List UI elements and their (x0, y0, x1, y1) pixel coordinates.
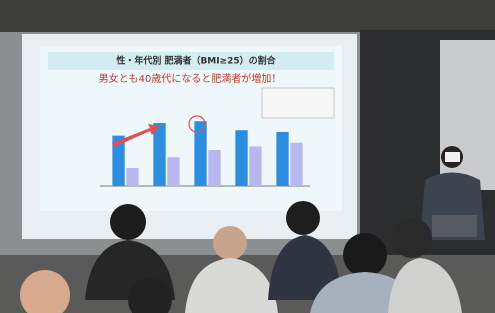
audience-head (343, 233, 387, 277)
audience-head (286, 201, 320, 235)
ceiling (0, 0, 495, 32)
bar (235, 130, 247, 186)
bar (249, 146, 261, 186)
bar (126, 168, 138, 186)
bar (208, 150, 220, 186)
podium (432, 215, 477, 237)
bar (276, 132, 288, 186)
audience-head (213, 226, 247, 260)
slide-title: 性・年代別 肥満者（BMI≥25）の割合 (116, 55, 276, 67)
bar (167, 157, 179, 186)
audience-head (110, 204, 146, 240)
scene: 性・年代別 肥満者（BMI≥25）の割合 男女とも40歳代になると肥満者が増加！ (0, 0, 495, 313)
mask (445, 152, 460, 162)
note-box (262, 88, 334, 118)
bar (153, 123, 165, 186)
slide-subtitle: 男女とも40歳代になると肥満者が増加！ (99, 72, 282, 85)
bar (290, 143, 302, 186)
window (440, 40, 495, 190)
audience-head (392, 218, 432, 258)
